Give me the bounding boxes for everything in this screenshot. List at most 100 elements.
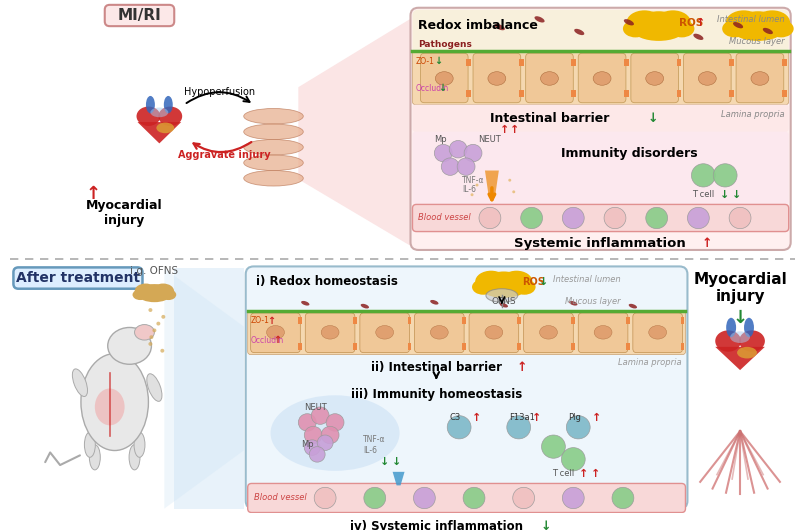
FancyBboxPatch shape: [413, 104, 789, 132]
Text: ↑: ↑: [500, 125, 510, 135]
Text: IL-6: IL-6: [363, 446, 377, 455]
Bar: [571, 59, 576, 66]
Ellipse shape: [475, 271, 507, 293]
Polygon shape: [174, 268, 244, 509]
FancyBboxPatch shape: [578, 313, 628, 352]
Ellipse shape: [108, 328, 151, 364]
Ellipse shape: [624, 19, 634, 25]
Text: ii) Intestinal barrier: ii) Intestinal barrier: [371, 361, 502, 374]
FancyBboxPatch shape: [578, 54, 626, 103]
Ellipse shape: [521, 207, 542, 228]
Text: Intestinal lumen: Intestinal lumen: [717, 15, 785, 24]
Text: TNF-α: TNF-α: [462, 176, 485, 185]
FancyBboxPatch shape: [360, 313, 410, 352]
Ellipse shape: [687, 207, 710, 228]
Ellipse shape: [270, 395, 399, 471]
Text: Mp: Mp: [301, 440, 314, 449]
Bar: [571, 343, 575, 350]
Ellipse shape: [634, 20, 684, 41]
Ellipse shape: [729, 207, 751, 228]
Ellipse shape: [512, 190, 515, 193]
FancyBboxPatch shape: [410, 8, 790, 250]
Text: MI/RI: MI/RI: [118, 8, 162, 23]
Text: ZO-1: ZO-1: [250, 316, 270, 325]
Text: ↓: ↓: [719, 190, 729, 200]
Bar: [462, 317, 466, 324]
Ellipse shape: [594, 325, 612, 339]
Ellipse shape: [566, 416, 590, 439]
Ellipse shape: [164, 96, 173, 113]
Ellipse shape: [463, 487, 485, 509]
Ellipse shape: [158, 107, 182, 126]
Text: ↓: ↓: [731, 190, 741, 200]
Ellipse shape: [139, 289, 170, 302]
Ellipse shape: [161, 289, 176, 300]
FancyBboxPatch shape: [246, 267, 687, 509]
Ellipse shape: [266, 325, 285, 339]
Ellipse shape: [430, 325, 448, 339]
Ellipse shape: [140, 284, 169, 301]
Ellipse shape: [604, 207, 626, 228]
Bar: [571, 90, 576, 97]
Ellipse shape: [646, 207, 667, 228]
Text: C3: C3: [450, 413, 461, 422]
Ellipse shape: [472, 279, 494, 295]
Text: Hypoperfusion: Hypoperfusion: [184, 87, 255, 97]
Ellipse shape: [698, 72, 716, 85]
Ellipse shape: [734, 11, 781, 39]
Polygon shape: [298, 14, 418, 250]
Ellipse shape: [475, 183, 478, 187]
Text: OFNS: OFNS: [491, 297, 516, 306]
Ellipse shape: [85, 432, 95, 457]
Text: NEUT: NEUT: [304, 403, 326, 412]
Text: Plg: Plg: [568, 413, 582, 422]
FancyBboxPatch shape: [683, 54, 731, 103]
Ellipse shape: [562, 487, 584, 509]
Text: ↑: ↑: [590, 469, 600, 479]
Ellipse shape: [310, 447, 325, 462]
Ellipse shape: [486, 289, 518, 302]
Ellipse shape: [482, 279, 526, 298]
Bar: [298, 343, 302, 350]
Ellipse shape: [464, 144, 482, 162]
Ellipse shape: [501, 271, 532, 293]
Ellipse shape: [435, 72, 453, 85]
Text: T cell: T cell: [692, 190, 714, 199]
Ellipse shape: [763, 28, 773, 34]
Ellipse shape: [414, 487, 435, 509]
Ellipse shape: [726, 318, 736, 337]
Ellipse shape: [162, 315, 166, 319]
Text: F13a1: F13a1: [509, 413, 534, 422]
Text: Intestinal lumen: Intestinal lumen: [554, 276, 621, 285]
Bar: [407, 343, 411, 350]
Text: Occludin: Occludin: [250, 335, 284, 344]
Ellipse shape: [569, 301, 578, 306]
Bar: [298, 317, 302, 324]
Text: ↑: ↑: [472, 412, 482, 422]
FancyBboxPatch shape: [248, 311, 686, 355]
Bar: [466, 90, 471, 97]
Bar: [729, 59, 734, 66]
Polygon shape: [164, 268, 244, 509]
Ellipse shape: [629, 304, 637, 308]
Ellipse shape: [95, 388, 125, 425]
Ellipse shape: [81, 354, 149, 450]
Bar: [729, 90, 734, 97]
Ellipse shape: [90, 445, 100, 470]
Ellipse shape: [655, 11, 691, 35]
Ellipse shape: [623, 20, 648, 38]
Ellipse shape: [150, 335, 154, 339]
Bar: [518, 90, 524, 97]
Text: ↓: ↓: [540, 519, 550, 530]
Text: ↑: ↑: [517, 361, 527, 374]
Text: Lamina propria: Lamina propria: [721, 110, 785, 119]
Ellipse shape: [450, 140, 467, 158]
Ellipse shape: [361, 304, 369, 308]
Bar: [626, 343, 630, 350]
Ellipse shape: [364, 487, 386, 509]
Ellipse shape: [434, 144, 452, 162]
Ellipse shape: [562, 207, 584, 228]
Ellipse shape: [646, 72, 664, 85]
Text: Aggravate injury: Aggravate injury: [178, 150, 270, 160]
Ellipse shape: [508, 179, 511, 182]
